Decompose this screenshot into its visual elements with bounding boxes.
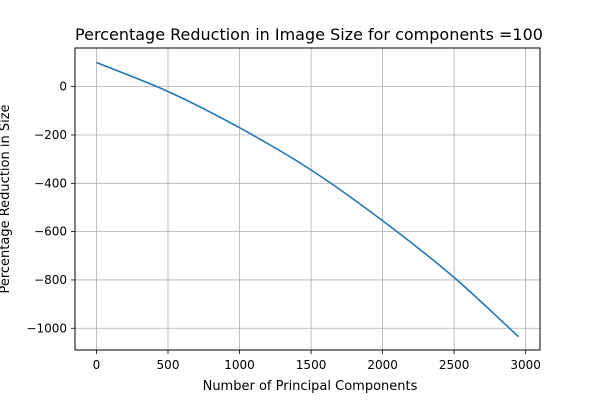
x-tick-label: 1000 [224, 358, 255, 372]
y-tick-label: −800 [34, 273, 67, 287]
x-tick-label: 500 [157, 358, 180, 372]
series-line [96, 61, 520, 338]
y-tick-label: 0 [59, 80, 67, 94]
x-tick-label: 2500 [439, 358, 470, 372]
y-axis-label: Percentage Reduction in Size [0, 104, 13, 293]
ticks-layer: 0 500 1000 1500 2000 2500 3000 0 −200 −400 −600 −80… [26, 80, 541, 372]
x-tick-label: 1500 [296, 358, 327, 372]
x-tick-label: 0 [93, 358, 101, 372]
y-tick-label: −600 [34, 225, 67, 239]
x-axis-label: Number of Principal Components [203, 379, 418, 394]
plot-area-frame [74, 47, 541, 351]
grid-layer [75, 48, 540, 350]
y-tick-label: −400 [34, 176, 67, 190]
y-tick-label: −200 [34, 128, 67, 142]
series-layer [96, 61, 520, 338]
chart-title: Percentage Reduction in Image Size for c… [75, 25, 543, 44]
x-tick-label: 3000 [510, 358, 541, 372]
y-tick-label: −1000 [26, 321, 67, 335]
x-tick-label: 2000 [367, 358, 398, 372]
